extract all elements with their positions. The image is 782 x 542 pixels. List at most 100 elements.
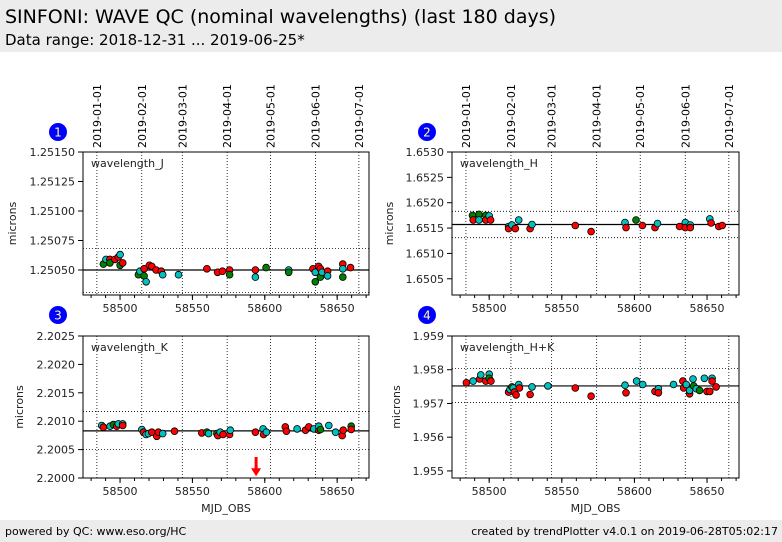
x-tick-label: 58600 — [617, 485, 652, 498]
data-point — [338, 273, 347, 281]
data-point — [118, 259, 127, 267]
date-tick-label: 2019-01-01 — [91, 84, 104, 148]
data-point — [251, 428, 260, 437]
data-point — [203, 264, 211, 273]
x-tick-label: 58500 — [103, 485, 138, 498]
panel-number: 1 — [54, 126, 62, 140]
date-tick-label: 2019-06-01 — [679, 84, 692, 148]
x-tick-label: 58500 — [103, 302, 138, 315]
panel-2: 2 2019-01-01 2019-02-01 2019-03-01 2019-04-0… — [383, 84, 740, 315]
header-bar: SINFONI: WAVE QC (nominal wavelengths) (… — [0, 0, 782, 52]
y-tick-label: 2.2015 — [37, 387, 76, 400]
y-tick-label: 1.25125 — [30, 175, 76, 188]
panel-number: 3 — [54, 309, 62, 323]
y-tick-label: 1.25150 — [30, 146, 76, 159]
data-point — [511, 224, 520, 233]
data-point — [695, 386, 704, 395]
date-tick-label: 2019-05-01 — [634, 84, 647, 148]
data-point — [251, 266, 260, 274]
data-point — [712, 383, 720, 391]
data-point — [669, 380, 678, 389]
y-tick-label: 1.958 — [413, 364, 445, 377]
data-point — [293, 425, 301, 433]
panel-number: 2 — [423, 126, 431, 140]
data-point — [571, 221, 580, 230]
data-point — [284, 268, 293, 277]
data-point — [204, 429, 213, 438]
plot-frame — [451, 151, 740, 296]
data-point — [142, 277, 150, 286]
data-point — [116, 250, 124, 259]
data-point — [346, 263, 355, 272]
data-point — [528, 220, 536, 229]
panel-number-badge — [418, 306, 436, 324]
data-point — [654, 388, 663, 397]
date-tick-label: 2019-02-01 — [136, 84, 149, 148]
x-tick-label: 58650 — [320, 485, 355, 498]
data-point — [262, 428, 271, 437]
data-point — [587, 392, 595, 401]
data-point — [514, 216, 523, 224]
data-point — [512, 391, 520, 399]
data-point — [170, 427, 179, 436]
data-range-subtitle: Data range: 2018-12-31 ... 2019-06-25* — [5, 31, 305, 49]
plot-frame — [82, 151, 370, 296]
y-tick-label: 2.2000 — [37, 472, 76, 485]
data-point — [331, 428, 340, 437]
data-point — [682, 380, 691, 389]
x-axis-label: MJD_OBS — [571, 502, 621, 515]
data-point — [638, 380, 647, 389]
y-tick-label: 1.6510 — [406, 247, 445, 260]
date-tick-label: 2019-07-01 — [353, 84, 366, 148]
date-tick-label: 2019-03-01 — [176, 84, 189, 148]
y-axis-label: microns — [13, 385, 26, 429]
y-axis-label: microns — [6, 201, 19, 245]
y-tick-label: 2.2010 — [37, 415, 76, 428]
date-tick-label: 2019-02-01 — [505, 84, 518, 148]
date-tick-label: 2019-04-01 — [221, 84, 234, 148]
x-tick-label: 58600 — [247, 302, 282, 315]
data-point — [219, 430, 227, 439]
data-point — [571, 384, 580, 392]
data-point — [251, 273, 260, 281]
data-point — [487, 377, 495, 385]
y-tick-label: 1.6505 — [406, 273, 445, 286]
y-tick-label: 1.6515 — [406, 222, 445, 235]
data-point — [718, 221, 726, 230]
panel-title: wavelength_H+K — [460, 341, 555, 354]
data-point — [158, 429, 167, 438]
plot-frame — [451, 335, 740, 479]
panel-1: 1 2019-01-01 2019-02-01 2019-03-01 2019-04-0… — [6, 84, 370, 315]
data-point — [689, 375, 697, 383]
panel-number-badge — [49, 306, 67, 324]
data-point — [632, 377, 641, 385]
data-point — [469, 377, 477, 385]
x-tick-label: 58650 — [690, 302, 725, 315]
x-tick-label: 58600 — [247, 485, 282, 498]
date-tick-label: 2019-01-01 — [460, 84, 473, 148]
data-point — [462, 378, 471, 387]
y-tick-label: 1.6525 — [406, 171, 445, 184]
panel-4: 4 wavelength_H+K 58500 58550 58600 58650 1.955… — [390, 306, 740, 515]
y-tick-label: 1.25050 — [30, 264, 76, 277]
panel-number-badge — [49, 123, 67, 141]
data-point — [324, 421, 333, 430]
data-point — [218, 267, 227, 276]
data-point — [700, 374, 709, 383]
data-point — [622, 223, 630, 232]
data-point — [653, 219, 662, 228]
y-tick-label: 1.956 — [413, 431, 445, 444]
y-tick-label: 1.959 — [413, 330, 445, 343]
x-tick-label: 58650 — [320, 302, 355, 315]
x-tick-label: 58500 — [472, 485, 507, 498]
x-tick-label: 58550 — [175, 485, 210, 498]
x-tick-label: 58600 — [617, 302, 652, 315]
data-point — [526, 390, 534, 399]
data-point — [262, 263, 270, 272]
data-point — [638, 221, 647, 230]
y-tick-label: 2.2005 — [37, 444, 76, 457]
date-tick-label: 2019-04-01 — [591, 84, 604, 148]
y-tick-label: 2.2025 — [37, 330, 76, 343]
data-point — [282, 427, 291, 436]
